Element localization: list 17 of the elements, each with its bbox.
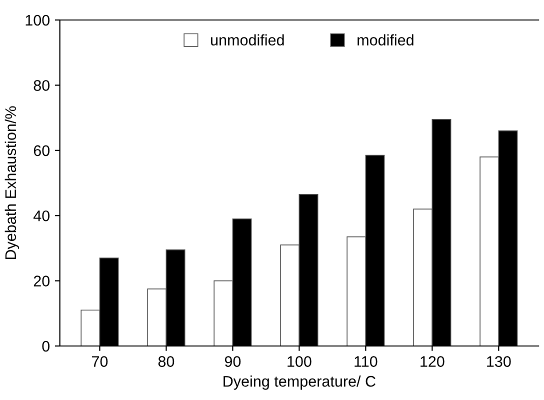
x-tick-label: 90 (224, 356, 241, 367)
x-tick-label: 100 (288, 356, 312, 367)
legend-label: unmodified (211, 34, 284, 46)
y-tick-label: 20 (34, 276, 50, 286)
x-tick-label: 120 (420, 356, 444, 367)
y-tick-label: 100 (26, 14, 50, 26)
x-tick-label: 70 (92, 356, 108, 367)
x-tick-label: 130 (487, 356, 511, 367)
y-tick-label: 80 (34, 80, 50, 91)
x-tick-label: 110 (354, 356, 378, 367)
y-tick-label: 60 (34, 145, 50, 156)
legend-label: modified (358, 34, 414, 46)
y-tick-label: 40 (33, 210, 50, 222)
y-axis-title: Dyebath Exhaustion/% (4, 106, 20, 260)
x-tick-label: 80 (158, 356, 174, 367)
x-axis-title: Dyeing temperature/ C (224, 376, 376, 390)
y-tick-label: 0 (42, 340, 50, 352)
